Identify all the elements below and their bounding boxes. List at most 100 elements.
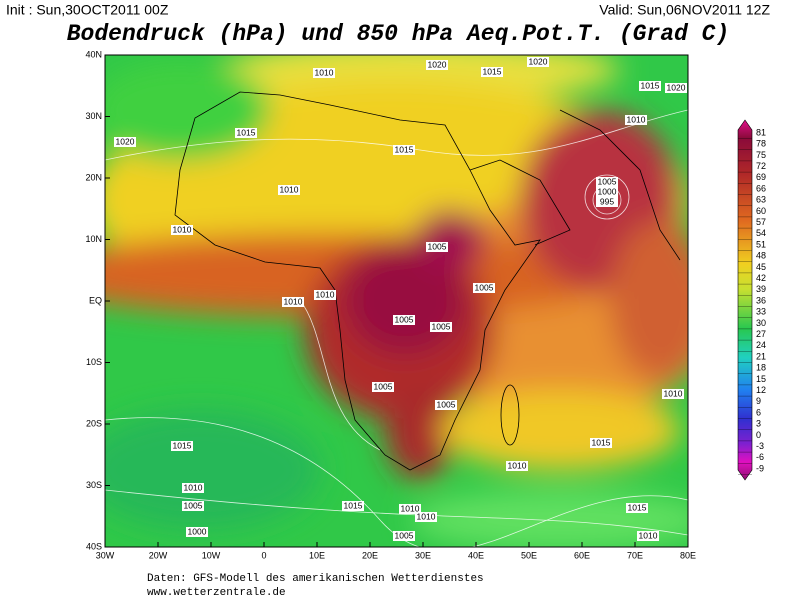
colorbar-label: 78 [756, 139, 766, 149]
isobar-label-bg [114, 137, 136, 147]
colorbar-label: -6 [756, 452, 764, 462]
isobar-label: 1015 [628, 502, 647, 512]
isobar-label: 1015 [344, 500, 363, 510]
isobar-label-bg [372, 382, 394, 392]
isobar-label-bg [626, 503, 648, 513]
isobar-label: 1015 [237, 127, 256, 137]
colorbar-label: 21 [756, 351, 766, 361]
isobar-label: 1000 [188, 526, 207, 536]
isobar-label-bg [314, 290, 336, 300]
colorbar-label: 36 [756, 295, 766, 305]
field [105, 55, 688, 547]
colorbar-label: -3 [756, 441, 764, 451]
lat-label: 20S [86, 418, 102, 428]
isobar-label-bg [596, 187, 618, 197]
isobar-label-bg [426, 242, 448, 252]
footer-url: www.wetterzentrale.de [147, 587, 286, 599]
isobar-label: 1010 [627, 114, 646, 124]
isobar-label-bg [182, 501, 204, 511]
isobar-label-bg [662, 389, 684, 399]
isobar-label-bg [171, 225, 193, 235]
isobar-label-bg [637, 531, 659, 541]
isobar-label: 1010 [184, 482, 203, 492]
colorbar-label: 75 [756, 150, 766, 160]
lon-label: 80E [680, 550, 696, 560]
isobar-label: 1020 [116, 136, 135, 146]
isobar-label-bg [665, 83, 687, 93]
isobar-label: 1020 [428, 59, 447, 69]
isobar-label: 1015 [483, 66, 502, 76]
isobar-label: 1000 [598, 186, 617, 196]
lon-label: 10E [309, 550, 325, 560]
isobar-label: 1010 [315, 67, 334, 77]
isobar-label: 1010 [173, 224, 192, 234]
isobar-label-bg [393, 531, 415, 541]
isobar-label-bg [313, 68, 335, 78]
isobar-label-bg [342, 501, 364, 511]
colorbar-label: 60 [756, 206, 766, 216]
isobar-label-bg [527, 57, 549, 67]
lat-label: 30S [86, 480, 102, 490]
colorbar-label: 51 [756, 239, 766, 249]
isobar-label: 1005 [184, 500, 203, 510]
isobar-label-bg [506, 461, 528, 471]
colorbar-label: 6 [756, 407, 761, 417]
lon-label: 10W [202, 550, 221, 560]
colorbar-label: 57 [756, 217, 766, 227]
colorbar-label: 45 [756, 262, 766, 272]
isobar-label-bg [596, 177, 618, 187]
colorbar-label: 3 [756, 419, 761, 429]
lon-label: 30W [96, 550, 115, 560]
colorbar-label: 33 [756, 307, 766, 317]
isobar-label-bg [426, 60, 448, 70]
isobar-label: 1010 [664, 388, 683, 398]
isobar-label: 1005 [374, 381, 393, 391]
colorbar-label: 54 [756, 228, 766, 238]
colorbar-label: 66 [756, 183, 766, 193]
isobar-label: 1005 [395, 314, 414, 324]
isobar-label: 1010 [417, 511, 436, 521]
footer-source: Daten: GFS-Modell des amerikanischen Wet… [147, 573, 484, 585]
isobar-label: 1010 [316, 289, 335, 299]
isobar-label-bg [473, 283, 495, 293]
colorbar [737, 119, 753, 481]
colorbar-label: 30 [756, 318, 766, 328]
lat-label: 20N [85, 172, 102, 182]
isobar-label: 1015 [395, 144, 414, 154]
valid-time: Valid: Sun,06NOV2011 12Z [599, 2, 770, 18]
isobar-label-bg [590, 438, 612, 448]
isobar-label-bg [435, 400, 457, 410]
isobar-label-bg [393, 315, 415, 325]
colorbar-label: 48 [756, 251, 766, 261]
isobar-label-bg [596, 197, 618, 207]
lon-label: 30E [415, 550, 431, 560]
isobar-label: 1005 [598, 176, 617, 186]
colorbar-label: 27 [756, 329, 766, 339]
isobar-label: 995 [600, 196, 614, 206]
isobar-label-bg [186, 527, 208, 537]
map-title: Bodendruck (hPa) und 850 hPa Aeq.Pot.T. … [67, 21, 730, 47]
lat-label: 30N [85, 111, 102, 121]
colorbar-label: 18 [756, 363, 766, 373]
lon-label: 70E [627, 550, 643, 560]
isobar-label-bg [481, 67, 503, 77]
isobar-label: 1010 [284, 296, 303, 306]
isobar-label: 1020 [529, 56, 548, 66]
lon-label: 20E [362, 550, 378, 560]
isobar-label-bg [171, 441, 193, 451]
isobar-label-bg [282, 297, 304, 307]
colorbar-label: 12 [756, 385, 766, 395]
colorbar-label: 42 [756, 273, 766, 283]
isobar-label: 1015 [592, 437, 611, 447]
lat-label: 40N [85, 49, 102, 59]
colorbar-label: 0 [756, 430, 761, 440]
lon-label: 40E [468, 550, 484, 560]
lat-label: EQ [89, 295, 102, 305]
isobar-label: 1010 [639, 530, 658, 540]
isobar-label-bg [235, 128, 257, 138]
colorbar-label: 9 [756, 396, 761, 406]
lat-label: 10N [85, 234, 102, 244]
colorbar-label: 69 [756, 172, 766, 182]
